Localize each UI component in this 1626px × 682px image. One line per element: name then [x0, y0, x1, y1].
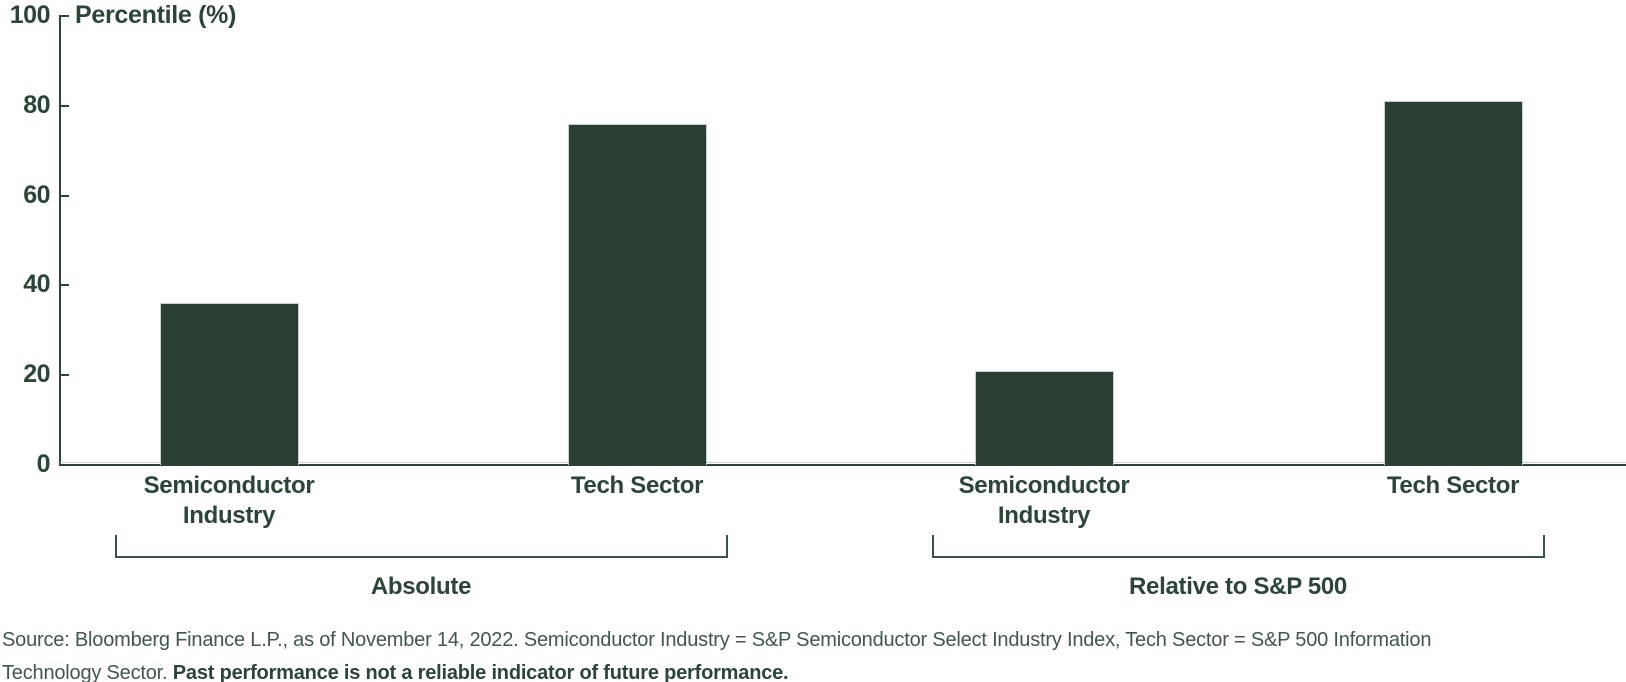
category-label: Semiconductor Industry [143, 472, 315, 529]
source-line2: Technology Sector. [2, 662, 173, 682]
bar [974, 370, 1114, 465]
bar [159, 303, 299, 465]
group-label: Relative to S&P 500 [1129, 573, 1347, 600]
category-label: Semiconductor Industry [958, 472, 1130, 529]
x-axis-line [59, 464, 1626, 466]
y-tick [60, 374, 69, 377]
category-label: Tech Sector [570, 472, 704, 499]
x-axis-highlight [60, 462, 1626, 463]
source-text: Source: Bloomberg Finance L.P., as of No… [2, 624, 1602, 682]
y-tick [60, 104, 69, 107]
y-axis-line [59, 15, 61, 466]
y-tick-label: 100 [9, 1, 51, 29]
y-tick-label: 40 [23, 270, 50, 299]
y-tick [60, 284, 69, 287]
group-label: Absolute [370, 573, 472, 600]
group-bracket [932, 535, 1545, 558]
bar [1383, 101, 1523, 465]
y-tick-label: 0 [36, 450, 51, 478]
y-tick [60, 15, 69, 17]
y-tick-label: 60 [23, 180, 50, 209]
group-bracket [115, 535, 728, 558]
y-tick-label: 20 [23, 360, 50, 389]
source-line1: Source: Bloomberg Finance L.P., as of No… [2, 629, 1432, 651]
y-tick-label: 80 [23, 90, 50, 119]
category-label: Tech Sector [1386, 472, 1520, 499]
source-disclaimer: Past performance is not a reliable indic… [172, 662, 789, 682]
y-axis-title: Percentile (%) [75, 1, 237, 29]
y-tick [60, 194, 69, 197]
bar [567, 123, 707, 465]
